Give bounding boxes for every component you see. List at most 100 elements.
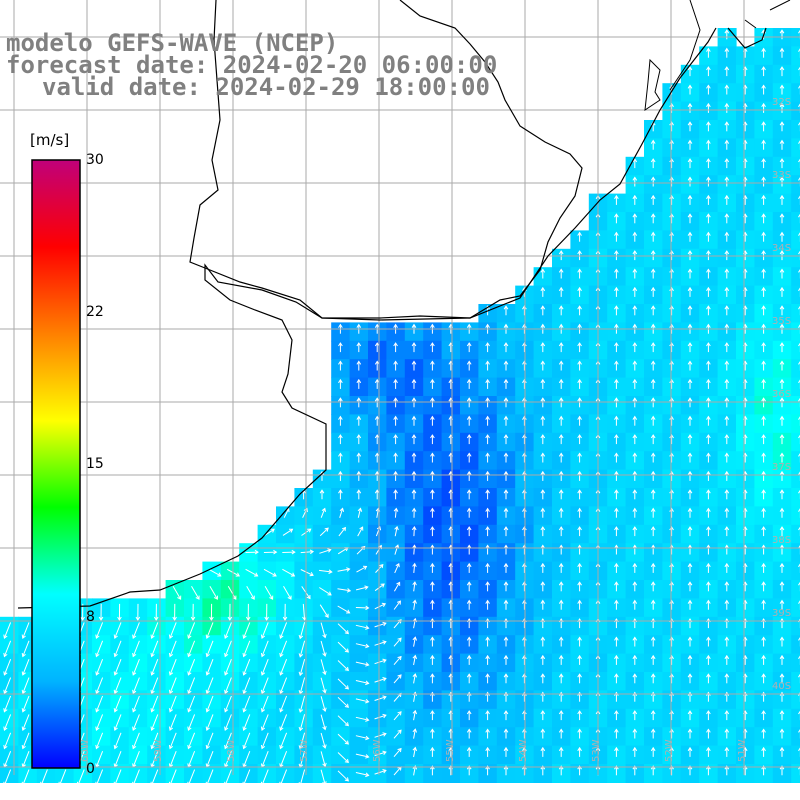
coastline-lagoon [644, 58, 661, 112]
wind-arrow [798, 526, 800, 537]
wind-arrow [632, 194, 638, 205]
wind-arrow [21, 732, 30, 750]
wind-arrow [669, 268, 674, 279]
wind-arrow [132, 677, 140, 695]
wind-arrow [614, 489, 619, 500]
wind-arrow [466, 415, 472, 426]
wind-arrow [113, 677, 122, 695]
wind-arrow [393, 415, 398, 426]
wind-arrow [430, 544, 435, 555]
wind-arrow [577, 378, 582, 389]
wind-arrow [706, 636, 711, 647]
wind-arrow [632, 581, 638, 592]
wind-arrow [21, 677, 30, 695]
wind-arrow [227, 585, 237, 600]
longitude-label: 53W [591, 739, 602, 762]
wind-arrow [466, 654, 472, 665]
wind-arrow [283, 585, 292, 600]
colorbar-tick: 8 [86, 609, 95, 625]
wind-arrow [761, 176, 766, 187]
wind-arrow [132, 659, 140, 676]
wind-arrow [669, 728, 674, 739]
wind-arrow [706, 434, 711, 445]
wind-arrow [779, 654, 785, 665]
wind-arrow [522, 434, 527, 445]
wind-arrow [614, 286, 619, 297]
wind-arrow [614, 268, 619, 279]
wind-arrow [522, 746, 527, 757]
wind-arrow [724, 636, 730, 647]
wind-arrow [540, 378, 546, 389]
coastline-north [669, 0, 791, 91]
wind-arrow [687, 176, 693, 187]
wind-arrow [761, 728, 766, 739]
wind-arrow [706, 47, 711, 58]
wind-arrow [356, 397, 362, 408]
wind-arrow [540, 397, 546, 408]
wind-arrow [558, 397, 564, 408]
wind-arrow [798, 453, 800, 463]
wind-arrow [338, 452, 343, 463]
wind-arrow [669, 746, 674, 757]
wind-arrow [393, 711, 402, 721]
wind-arrow [95, 714, 104, 731]
wind-arrow [320, 751, 327, 768]
wind-arrow [430, 765, 435, 776]
wind-arrow [337, 696, 349, 708]
wind-arrow [779, 526, 785, 537]
wind-arrow [338, 434, 343, 445]
wind-arrow [614, 452, 619, 463]
wind-arrow [411, 397, 417, 408]
wind-arrow [577, 342, 582, 353]
wind-arrow [337, 733, 349, 745]
wind-speed-cell [791, 101, 800, 121]
wind-arrow [205, 695, 214, 713]
wind-arrow [614, 342, 619, 353]
wind-arrow [430, 710, 435, 721]
wind-arrow [706, 673, 711, 684]
wind-arrow [632, 305, 638, 316]
wind-arrow [724, 507, 730, 518]
wind-arrow [577, 360, 582, 371]
wind-arrow [614, 654, 619, 665]
wind-arrow [724, 746, 730, 757]
wind-speed-cell [791, 46, 800, 66]
wind-arrow [224, 695, 232, 713]
wind-arrow [411, 489, 417, 500]
wind-speed-cell [791, 653, 800, 673]
wind-arrow [224, 769, 232, 787]
wind-arrow [632, 765, 638, 776]
wind-arrow [132, 695, 140, 713]
wind-speed-cell [791, 156, 800, 176]
wind-speed-cell [791, 120, 800, 139]
wind-arrow [338, 342, 343, 353]
wind-arrow [687, 397, 693, 408]
wind-arrow [779, 397, 785, 408]
wind-arrow [522, 544, 527, 555]
wind-arrow [150, 640, 159, 658]
wind-arrow [724, 139, 730, 150]
wind-arrow [320, 659, 327, 676]
wind-arrow [411, 507, 417, 518]
wind-arrow [577, 746, 582, 757]
wind-arrow [798, 121, 800, 132]
wind-arrow [485, 636, 490, 647]
wind-arrow [411, 378, 417, 389]
wind-arrow [522, 397, 527, 408]
wind-arrow [650, 599, 656, 610]
wind-arrow [337, 678, 349, 690]
wind-arrow [540, 544, 546, 555]
wind-arrow [503, 765, 509, 776]
wind-arrow [320, 507, 326, 518]
wind-arrow [393, 470, 398, 481]
wind-arrow [632, 360, 638, 371]
wind-arrow [669, 360, 674, 371]
wind-arrow [298, 695, 306, 713]
latitude-label: 33S [772, 170, 791, 181]
wind-arrow [614, 636, 619, 647]
wind-arrow [687, 636, 693, 647]
wind-arrow [706, 544, 711, 555]
wind-arrow [614, 415, 619, 426]
wind-arrow [430, 489, 435, 500]
wind-arrow [503, 526, 509, 537]
